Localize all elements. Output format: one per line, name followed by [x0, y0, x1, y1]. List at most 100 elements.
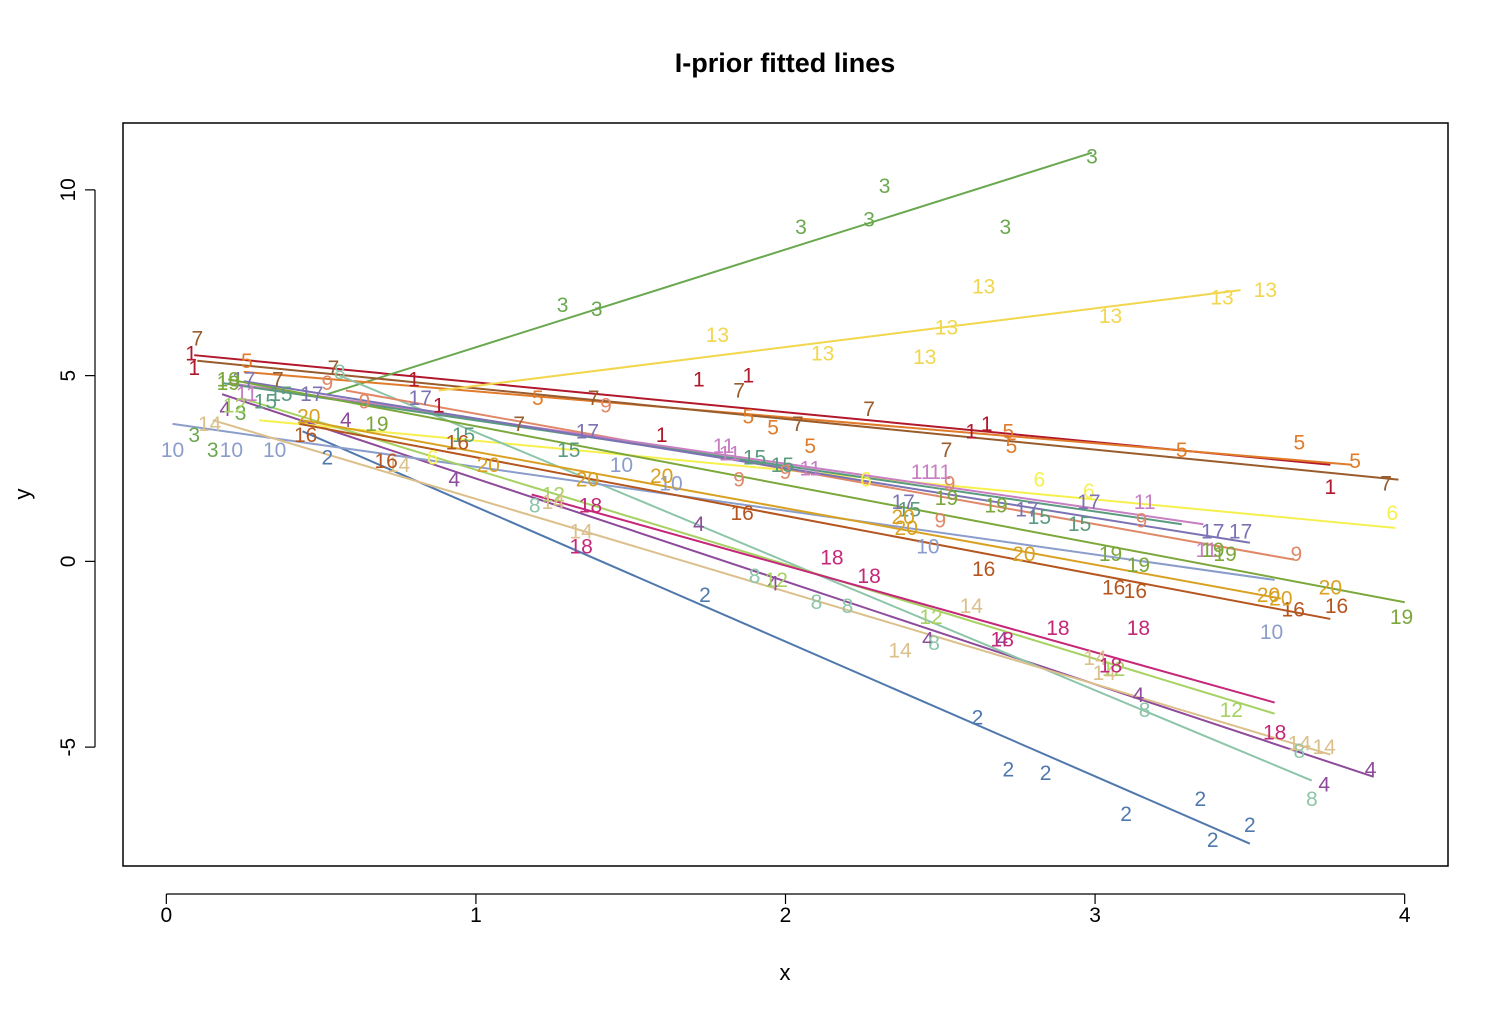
- data-point-9: 9: [934, 510, 946, 533]
- data-point-12: 12: [542, 484, 565, 507]
- data-point-14: 14: [198, 413, 222, 436]
- data-point-19: 19: [1201, 539, 1224, 562]
- data-point-8: 8: [334, 361, 346, 384]
- data-point-20: 20: [1257, 584, 1280, 607]
- data-point-4: 4: [340, 409, 352, 432]
- data-point-1: 1: [743, 365, 755, 388]
- data-point-8: 8: [1306, 788, 1318, 811]
- y-axis-label: y: [10, 489, 35, 500]
- y-tick-label: 0: [57, 556, 80, 568]
- data-point-13: 13: [1254, 279, 1277, 302]
- x-tick-label: 4: [1399, 904, 1411, 927]
- fitted-line-16: [299, 422, 1331, 620]
- data-point-11: 11: [713, 435, 735, 458]
- data-point-8: 8: [1294, 740, 1306, 763]
- data-point-6: 6: [860, 469, 872, 492]
- data-point-5: 5: [1176, 439, 1188, 462]
- data-point-13: 13: [1210, 287, 1233, 310]
- data-point-9: 9: [733, 469, 745, 492]
- data-point-3: 3: [591, 298, 603, 321]
- data-point-10: 10: [659, 472, 682, 495]
- data-point-15: 15: [1028, 506, 1051, 529]
- data-point-18: 18: [1127, 617, 1150, 640]
- data-point-20: 20: [477, 454, 500, 477]
- data-point-14: 14: [1312, 736, 1336, 759]
- data-point-7: 7: [792, 413, 804, 436]
- data-point-20: 20: [1319, 576, 1342, 599]
- data-point-5: 5: [1349, 450, 1361, 473]
- fitted-lines: [172, 151, 1405, 845]
- data-point-8: 8: [749, 565, 761, 588]
- data-point-13: 13: [913, 346, 936, 369]
- data-point-16: 16: [374, 450, 397, 473]
- data-point-20: 20: [297, 405, 320, 428]
- y-tick-label: 10: [57, 178, 80, 201]
- data-point-6: 6: [1386, 502, 1398, 525]
- fitted-line-10: [172, 422, 1275, 581]
- data-point-11: 11: [236, 383, 258, 406]
- x-tick-label: 0: [160, 904, 172, 927]
- data-point-17: 17: [1229, 521, 1252, 544]
- data-point-3: 3: [1086, 145, 1098, 168]
- data-point-16: 16: [730, 502, 753, 525]
- data-point-14: 14: [960, 595, 984, 618]
- data-point-3: 3: [795, 216, 807, 239]
- data-point-16: 16: [446, 431, 469, 454]
- data-point-18: 18: [857, 565, 880, 588]
- data-point-13: 13: [1099, 305, 1122, 328]
- data-point-4: 4: [1133, 684, 1145, 707]
- data-point-18: 18: [991, 628, 1014, 651]
- data-point-1: 1: [693, 368, 705, 391]
- data-point-12: 12: [1102, 658, 1125, 681]
- data-point-13: 13: [972, 275, 995, 298]
- data-point-4: 4: [922, 628, 934, 651]
- data-point-7: 7: [941, 439, 953, 462]
- data-point-4: 4: [693, 513, 705, 536]
- data-point-7: 7: [328, 357, 340, 380]
- data-point-5: 5: [767, 417, 779, 440]
- data-point-20: 20: [576, 469, 599, 492]
- data-point-20: 20: [1012, 543, 1035, 566]
- data-point-14: 14: [387, 454, 411, 477]
- data-point-5: 5: [532, 387, 544, 410]
- data-point-4: 4: [1318, 773, 1330, 796]
- data-point-19: 19: [365, 413, 388, 436]
- fitted-line-19: [228, 378, 1405, 604]
- data-point-19: 19: [1213, 543, 1236, 566]
- data-point-3: 3: [557, 294, 569, 317]
- x-tick-label: 3: [1089, 904, 1101, 927]
- data-point-1: 1: [1325, 476, 1337, 499]
- data-point-10: 10: [220, 439, 243, 462]
- data-point-19: 19: [935, 487, 958, 510]
- data-point-3: 3: [879, 175, 891, 198]
- data-point-19: 19: [984, 495, 1007, 518]
- data-point-10: 10: [263, 439, 286, 462]
- data-point-16: 16: [972, 558, 995, 581]
- data-point-2: 2: [321, 446, 333, 469]
- data-point-11: 11: [719, 443, 741, 466]
- data-point-2: 2: [1244, 814, 1256, 837]
- data-point-8: 8: [928, 632, 940, 655]
- x-axis-label: x: [780, 960, 791, 985]
- data-point-18: 18: [1263, 721, 1286, 744]
- data-point-12: 12: [919, 606, 942, 629]
- fitted-line-17: [243, 380, 1251, 544]
- data-point-15: 15: [254, 391, 277, 414]
- data-point-4: 4: [448, 469, 460, 492]
- data-point-2: 2: [1120, 803, 1132, 826]
- data-point-17: 17: [576, 420, 599, 443]
- data-point-6: 6: [427, 446, 439, 469]
- data-point-8: 8: [842, 595, 854, 618]
- data-point-7: 7: [1380, 472, 1392, 495]
- data-point-6: 6: [1083, 480, 1095, 503]
- data-point-18: 18: [569, 536, 592, 559]
- data-point-15: 15: [1068, 513, 1091, 536]
- data-point-19: 19: [217, 368, 240, 391]
- fitted-line-9: [345, 389, 1294, 561]
- data-point-14: 14: [1288, 732, 1312, 755]
- data-point-11: 11: [1196, 539, 1218, 562]
- data-point-11: 11: [1134, 491, 1156, 514]
- data-point-1: 1: [408, 368, 420, 391]
- data-point-10: 10: [1260, 621, 1283, 644]
